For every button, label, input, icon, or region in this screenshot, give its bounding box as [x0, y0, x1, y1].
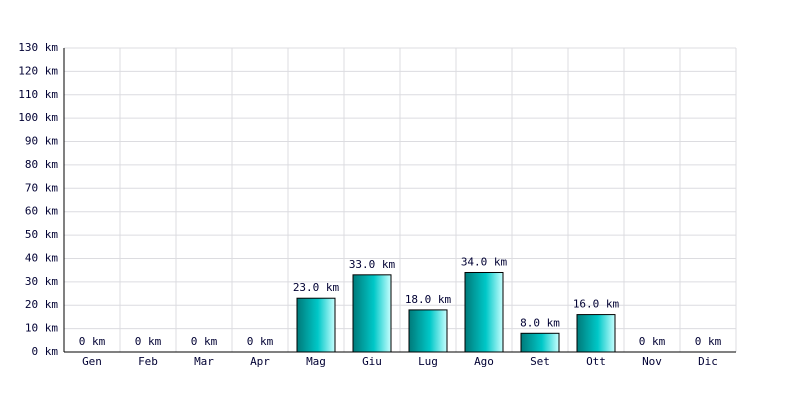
data-label: 0 km [695, 335, 722, 348]
bar [576, 314, 616, 353]
y-tick-label: 110 km [18, 88, 58, 101]
data-label: 0 km [247, 335, 274, 348]
y-tick-label: 20 km [25, 298, 58, 311]
x-tick-label: Mar [194, 355, 214, 368]
y-tick-label: 60 km [25, 205, 58, 218]
x-tick-label: Apr [250, 355, 270, 368]
y-tick-label: 40 km [25, 251, 58, 264]
data-label: 0 km [135, 335, 162, 348]
data-label: 23.0 km [293, 281, 340, 294]
x-tick-label: Dic [698, 355, 718, 368]
y-tick-label: 70 km [25, 181, 58, 194]
y-tick-label: 130 km [18, 41, 58, 54]
y-tick-label: 90 km [25, 135, 58, 148]
data-label: 18.0 km [405, 293, 452, 306]
data-label: 0 km [79, 335, 106, 348]
data-label: 0 km [639, 335, 666, 348]
x-tick-label: Mag [306, 355, 326, 368]
data-label: 8.0 km [520, 316, 560, 329]
x-tick-label: Gen [82, 355, 102, 368]
y-tick-label: 0 km [32, 345, 59, 358]
y-tick-label: 50 km [25, 228, 58, 241]
data-label: 0 km [191, 335, 218, 348]
y-tick-label: 10 km [25, 322, 58, 335]
x-tick-label: Giu [362, 355, 382, 368]
x-tick-label: Feb [138, 355, 158, 368]
y-tick-label: 120 km [18, 64, 58, 77]
y-tick-label: 30 km [25, 275, 58, 288]
x-tick-label: Set [530, 355, 550, 368]
y-tick-label: 80 km [25, 158, 58, 171]
data-label: 16.0 km [573, 298, 620, 311]
bar [408, 309, 448, 353]
bar [296, 297, 336, 353]
data-label: 34.0 km [461, 255, 508, 268]
bar [352, 274, 392, 353]
x-tick-label: Ago [474, 355, 494, 368]
bar [520, 332, 560, 353]
x-tick-label: Nov [642, 355, 662, 368]
x-tick-label: Lug [418, 355, 438, 368]
x-tick-label: Ott [586, 355, 606, 368]
data-label: 33.0 km [349, 258, 396, 271]
y-tick-label: 100 km [18, 111, 58, 124]
bar [464, 271, 504, 353]
